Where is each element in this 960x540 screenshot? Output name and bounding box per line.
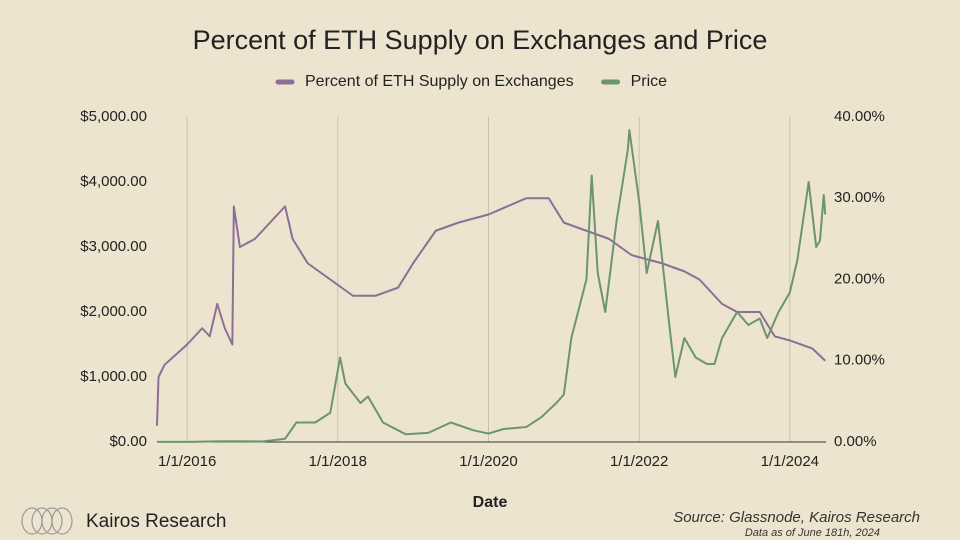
brand: Kairos Research — [86, 511, 226, 532]
y-tick-label: $4,000.00 — [80, 173, 147, 190]
y-tick-label: $5,000.00 — [80, 108, 147, 125]
source: Source: Glassnode, Kairos Research — [673, 509, 920, 526]
y2-tick-label: 20.00% — [834, 270, 885, 287]
y-tick-label: $3,000.00 — [80, 238, 147, 255]
series-line — [156, 197, 826, 426]
legend-label: Percent of ETH Supply on Exchanges — [305, 73, 574, 90]
y2-tick-label: 30.00% — [834, 189, 885, 206]
logo — [21, 507, 73, 535]
x-tick-label: 1/1/2020 — [459, 453, 517, 470]
legend-label: Price — [631, 73, 668, 90]
y2-tick-label: 40.00% — [834, 108, 885, 125]
y-tick-label: $0.00 — [109, 433, 147, 450]
x-tick-label: 1/1/2016 — [158, 453, 216, 470]
x-tick-label: 1/1/2022 — [610, 453, 668, 470]
y2-tick-label: 0.00% — [834, 433, 877, 450]
chart-title: Percent of ETH Supply on Exchanges and P… — [193, 25, 768, 55]
series-line — [157, 129, 827, 443]
y-tick-label: $1,000.00 — [80, 368, 147, 385]
x-tick-label: 1/1/2024 — [761, 453, 819, 470]
y2-tick-label: 10.00% — [834, 352, 885, 369]
y-tick-label: $2,000.00 — [80, 303, 147, 320]
x-axis-title: Date — [473, 494, 508, 511]
note: Data as of June 181h, 2024 — [745, 527, 880, 539]
x-tick-label: 1/1/2018 — [309, 453, 367, 470]
